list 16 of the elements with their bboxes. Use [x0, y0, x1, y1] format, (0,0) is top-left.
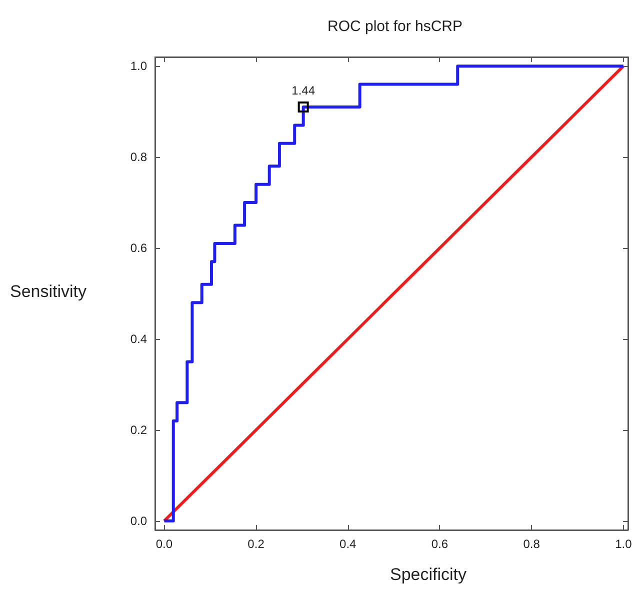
- x-tick-label: 0.8: [523, 537, 540, 551]
- y-tick-label: 1.0: [130, 59, 148, 74]
- y-tick-label: 0.0: [130, 514, 148, 528]
- x-tick-label: 0.2: [248, 537, 265, 551]
- y-tick-label: 0.2: [130, 422, 148, 437]
- y-tick-label: 0.4: [130, 332, 148, 346]
- x-tick-label: 1.0: [615, 537, 632, 551]
- x-tick-label: 0.6: [431, 537, 448, 551]
- y-axis-title: Sensitivity: [10, 282, 88, 301]
- chart-title: ROC plot for hsCRP: [327, 18, 463, 35]
- x-axis-title: Specificity: [390, 565, 468, 584]
- y-tick-label: 0.6: [130, 241, 148, 256]
- x-tick-label: 0.0: [156, 537, 173, 551]
- annotation: 1.44: [292, 84, 316, 98]
- y-tick-label: 0.8: [130, 150, 148, 164]
- x-tick-label: 0.4: [340, 537, 357, 551]
